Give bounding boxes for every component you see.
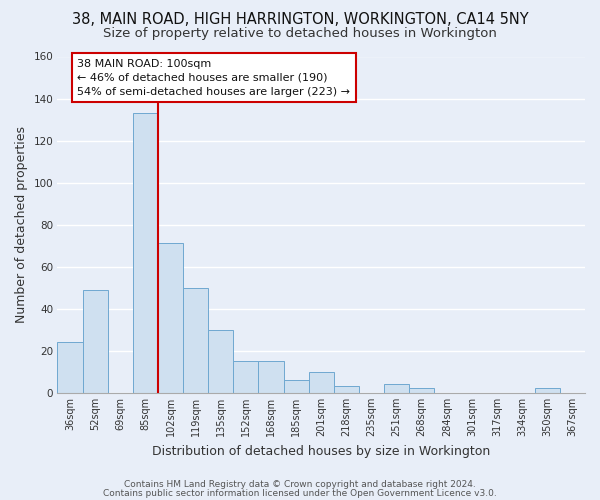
Bar (183, 288, 208, 393)
Bar (133, 113, 158, 392)
Bar (208, 330, 233, 392)
Text: Contains public sector information licensed under the Open Government Licence v3: Contains public sector information licen… (103, 489, 497, 498)
Bar (535, 388, 560, 392)
X-axis label: Distribution of detached houses by size in Workington: Distribution of detached houses by size … (152, 444, 490, 458)
Bar (83, 290, 108, 393)
Bar (308, 372, 334, 392)
Bar (58, 342, 83, 392)
Bar (384, 384, 409, 392)
Bar (334, 386, 359, 392)
Text: Size of property relative to detached houses in Workington: Size of property relative to detached ho… (103, 28, 497, 40)
Bar (259, 361, 284, 392)
Text: 38, MAIN ROAD, HIGH HARRINGTON, WORKINGTON, CA14 5NY: 38, MAIN ROAD, HIGH HARRINGTON, WORKINGT… (71, 12, 529, 28)
Text: Contains HM Land Registry data © Crown copyright and database right 2024.: Contains HM Land Registry data © Crown c… (124, 480, 476, 489)
Bar (158, 244, 183, 392)
Bar (284, 380, 308, 392)
Bar (409, 388, 434, 392)
Y-axis label: Number of detached properties: Number of detached properties (15, 126, 28, 323)
Bar (233, 361, 259, 392)
Text: 38 MAIN ROAD: 100sqm
← 46% of detached houses are smaller (190)
54% of semi-deta: 38 MAIN ROAD: 100sqm ← 46% of detached h… (77, 58, 350, 96)
